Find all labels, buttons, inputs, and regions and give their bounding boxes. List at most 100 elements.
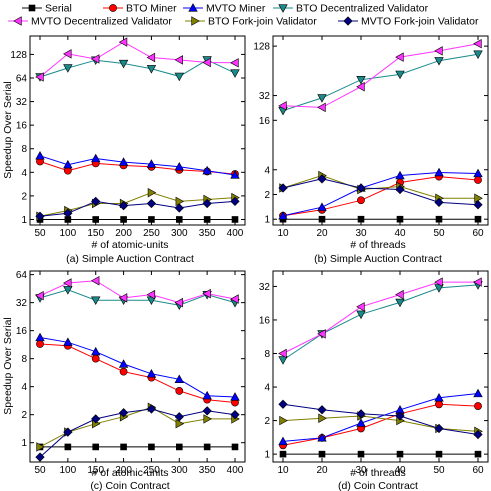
data-point-bto-decentralized-validator: [395, 298, 405, 308]
data-point-mvto-decentralized-validator: [174, 297, 183, 308]
x-tick-label: 300: [171, 228, 188, 239]
data-point-serial: [435, 450, 443, 458]
data-point-mvto-miner: [146, 159, 157, 168]
panel-caption: (c) Coin Contract: [90, 480, 169, 491]
plot-frame: [272, 35, 489, 226]
data-point-mvto-decentralized-validator: [473, 38, 482, 49]
plot-frame: [29, 270, 246, 463]
data-point-mvto-decentralized-validator: [146, 52, 156, 63]
series-line-mvto-decentralized-validator: [39, 41, 236, 78]
x-axis-label: # of threads: [350, 239, 405, 251]
data-point-serial: [435, 215, 443, 223]
data-point-mvto-fork-join-validator: [278, 183, 288, 193]
x-tick-label: 400: [227, 465, 244, 476]
data-point-mvto-decentralized-validator: [90, 54, 100, 64]
data-point-bto-miner: [175, 387, 184, 395]
legend-label-mvto-fork-join-validator: MVTO Fork-join Validator: [361, 16, 479, 28]
data-point-mvto-fork-join-validator: [91, 414, 101, 424]
series-line-mvto-decentralized-validator: [282, 281, 478, 354]
data-point-mvto-fork-join-validator: [91, 196, 101, 207]
data-point-mvto-decentralized-validator: [356, 302, 365, 312]
x-tick-label: 100: [60, 228, 77, 239]
x-tick-label: 10: [277, 465, 289, 476]
data-point-bto-decentralized-validator: [118, 59, 129, 69]
data-point-mvto-miner: [473, 388, 483, 398]
data-point-bto-fork-join-validator: [318, 413, 327, 423]
data-point-mvto-miner: [230, 392, 240, 401]
y-tick-label: 1: [21, 215, 27, 226]
series-line-mvto-miner: [39, 337, 236, 398]
data-point-serial: [175, 443, 183, 451]
y-tick-label: 4: [21, 168, 27, 179]
data-point-mvto-miner: [118, 359, 129, 368]
series-line-bto-miner: [282, 176, 479, 217]
data-point-mvto-decentralized-validator: [146, 289, 156, 300]
x-tick-label: 60: [472, 465, 484, 476]
series-line-bto-miner: [39, 161, 236, 175]
data-point-mvto-fork-join-validator: [146, 198, 157, 209]
legend-label-serial: Serial: [45, 3, 72, 15]
x-tick-label: 250: [143, 465, 160, 476]
data-point-serial: [231, 216, 239, 223]
chart-panel-a: 1 2 4 8 16 32 64 128 50 100 150 200 250 300 350 400 # of…: [2, 35, 246, 265]
data-point-mvto-decentralized-validator: [317, 102, 326, 113]
data-point-mvto-miner: [35, 332, 45, 342]
y-tick-label: 4: [264, 165, 270, 176]
panel-caption: (a) Simple Auction Contract: [66, 253, 194, 265]
y-tick-label: 32: [16, 97, 28, 108]
data-point-mvto-miner: [118, 157, 129, 166]
data-point-mvto-fork-join-validator: [317, 405, 327, 415]
y-tick-label: 1: [21, 438, 27, 449]
data-point-serial: [357, 215, 365, 223]
data-point-mvto-decentralized-validator: [35, 72, 44, 82]
data-point-bto-miner: [474, 176, 482, 184]
data-point-mvto-miner: [356, 418, 366, 427]
data-point-serial: [203, 443, 211, 451]
y-tick-label: 16: [16, 326, 28, 337]
x-axis-label: # of atomic-units: [91, 239, 168, 251]
data-point-bto-fork-join-validator: [36, 442, 45, 452]
data-point-bto-decentralized-validator: [278, 356, 288, 365]
series-line-mvto-decentralized-validator: [282, 43, 479, 108]
series-line-bto-fork-join-validator: [39, 192, 236, 217]
data-point-serial: [231, 443, 239, 451]
data-point-mvto-fork-join-validator: [118, 201, 129, 211]
legend-marker-mvto-decentralized-validator: [13, 16, 22, 26]
data-point-mvto-miner: [202, 165, 212, 175]
legend: Serial BTO Miner MVTO Miner BTO Decentraliz…: [8, 3, 479, 28]
data-point-mvto-decentralized-validator: [317, 329, 326, 339]
data-point-mvto-decentralized-validator: [230, 294, 239, 304]
plot-frame: [29, 35, 246, 226]
x-tick-label: 200: [115, 465, 132, 476]
legend-marker-bto-decentralized-validator: [278, 4, 288, 13]
legend-label-bto-miner: BTO Miner: [126, 3, 177, 15]
data-point-serial: [64, 443, 72, 451]
data-point-mvto-decentralized-validator: [63, 278, 72, 288]
data-point-mvto-decentralized-validator: [202, 57, 211, 68]
data-point-bto-miner: [91, 354, 100, 363]
y-tick-label: 2: [264, 416, 270, 427]
series-line-bto-miner: [39, 343, 236, 403]
legend-marker-mvto-miner: [188, 3, 198, 12]
data-point-serial: [148, 443, 155, 451]
legend-label-mvto-miner: MVTO Miner: [206, 3, 266, 15]
y-tick-label: 32: [259, 282, 271, 293]
data-point-mvto-miner: [174, 374, 184, 383]
y-tick-label: 32: [16, 298, 28, 309]
data-point-mvto-fork-join-validator: [174, 203, 184, 213]
data-point-bto-decentralized-validator: [174, 72, 184, 82]
x-tick-label: 30: [355, 465, 367, 476]
data-point-serial: [318, 450, 326, 458]
data-point-mvto-miner: [317, 202, 327, 211]
data-point-serial: [396, 215, 404, 223]
series-line-mvto-miner: [282, 393, 479, 442]
y-axis-label: Speedup Over Serial: [2, 81, 14, 178]
data-point-mvto-decentralized-validator: [202, 288, 211, 299]
legend-marker-bto-miner: [109, 4, 117, 12]
legend-label-bto-fork-join-validator: BTO Fork-join Validator: [208, 16, 317, 28]
plot-frame: [272, 270, 489, 463]
data-point-mvto-fork-join-validator: [35, 452, 45, 462]
data-point-bto-fork-join-validator: [175, 196, 185, 207]
chart-panel-c: 1 2 4 8 16 32 64 50 100 150 200 250 300 350 400 # of at…: [2, 270, 246, 491]
x-tick-label: 10: [277, 228, 289, 239]
